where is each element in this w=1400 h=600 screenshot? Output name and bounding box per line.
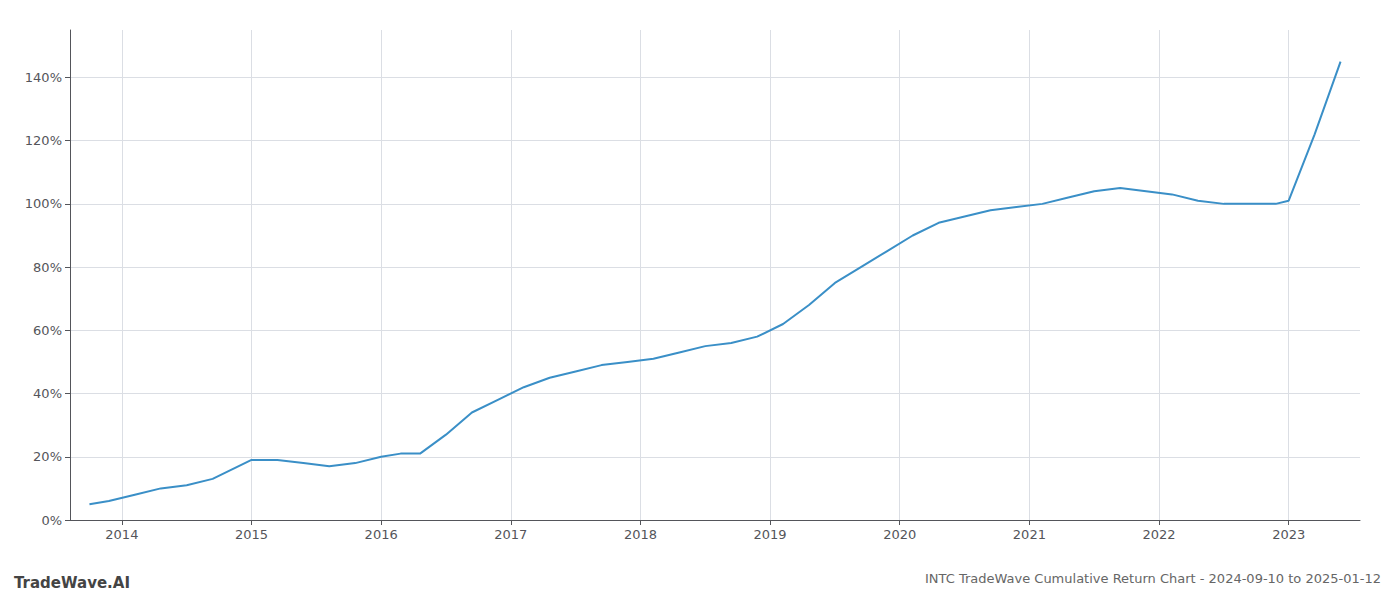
svg-text:120%: 120% <box>25 133 62 148</box>
svg-text:INTC TradeWave Cumulative Retu: INTC TradeWave Cumulative Return Chart -… <box>925 571 1381 586</box>
svg-text:2019: 2019 <box>754 527 787 542</box>
svg-text:0%: 0% <box>41 513 62 528</box>
svg-text:2016: 2016 <box>365 527 398 542</box>
svg-text:2022: 2022 <box>1142 527 1175 542</box>
svg-text:TradeWave.AI: TradeWave.AI <box>14 574 130 592</box>
svg-text:2015: 2015 <box>235 527 268 542</box>
svg-text:20%: 20% <box>33 449 62 464</box>
svg-text:2020: 2020 <box>883 527 916 542</box>
svg-text:2014: 2014 <box>105 527 138 542</box>
svg-text:2018: 2018 <box>624 527 657 542</box>
svg-text:80%: 80% <box>33 260 62 275</box>
svg-text:60%: 60% <box>33 323 62 338</box>
svg-text:40%: 40% <box>33 386 62 401</box>
svg-text:2017: 2017 <box>494 527 527 542</box>
svg-text:2023: 2023 <box>1272 527 1305 542</box>
svg-text:2021: 2021 <box>1013 527 1046 542</box>
svg-text:100%: 100% <box>25 196 62 211</box>
svg-text:140%: 140% <box>25 70 62 85</box>
